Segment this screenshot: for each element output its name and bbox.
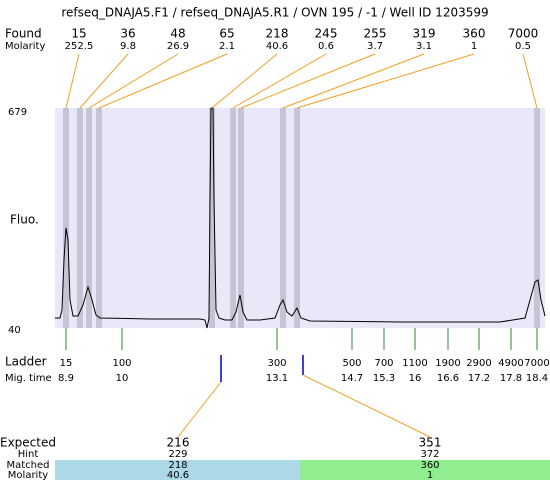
peak-size: 15 xyxy=(71,27,86,41)
trace xyxy=(55,107,546,329)
peak-molarity: 3.7 xyxy=(367,41,383,52)
ladder-time: 16 xyxy=(409,373,422,384)
peak-molarity: 2.1 xyxy=(219,41,235,52)
ladder-size: 15 xyxy=(60,358,73,369)
matched-bg-1 xyxy=(55,460,300,480)
peak-molarity: 0.6 xyxy=(318,41,334,52)
ladder-time: 17.8 xyxy=(500,373,522,384)
peak-connector xyxy=(211,53,278,109)
peak-connector xyxy=(98,53,228,109)
expected-connector xyxy=(177,381,222,438)
expected-hint: 372 xyxy=(420,449,439,460)
peak-molarity: 40.6 xyxy=(266,41,288,52)
peak-connector xyxy=(232,53,327,109)
peak-molarity: 1 xyxy=(471,41,477,52)
ladder-time: 10 xyxy=(116,373,129,384)
peak-size: 65 xyxy=(219,27,234,41)
peak-size: 255 xyxy=(364,27,387,41)
peak-size: 7000 xyxy=(508,27,539,41)
peak-molarity: 0.5 xyxy=(515,41,531,52)
peak-band xyxy=(96,108,102,328)
ladder-time: 8.9 xyxy=(58,373,74,384)
peak-molarity: 9.8 xyxy=(120,41,136,52)
ladder-label: Ladder xyxy=(5,355,47,369)
y-label: Fluo. xyxy=(10,213,39,227)
y-max: 679 xyxy=(8,107,27,118)
ladder-size: 300 xyxy=(267,358,286,369)
found-label: Found xyxy=(5,27,42,41)
expected-molarity: 1 xyxy=(427,470,433,480)
peak-connector xyxy=(88,53,179,109)
expected-molarity: 40.6 xyxy=(167,470,189,480)
expected-matched: 360 xyxy=(420,460,439,471)
matched-label: Matched xyxy=(6,460,49,471)
peak-connector xyxy=(282,53,425,109)
mig-time-label: Mig. time xyxy=(5,373,52,384)
ladder-time: 16.6 xyxy=(437,373,459,384)
expected-connector xyxy=(302,374,431,438)
expected-molarity-label: Molarity xyxy=(8,470,48,480)
peak-band xyxy=(209,108,215,328)
ladder-size: 2900 xyxy=(466,358,491,369)
peak-band xyxy=(86,108,92,328)
ladder-time: 17.2 xyxy=(468,373,490,384)
peak-band xyxy=(238,108,244,328)
peak-size: 245 xyxy=(315,27,338,41)
expected-label: Expected xyxy=(0,436,56,450)
peak-band xyxy=(280,108,286,328)
peak-band xyxy=(230,108,236,328)
ladder-time: 13.1 xyxy=(266,373,288,384)
peak-size: 319 xyxy=(413,27,436,41)
ladder-size: 700 xyxy=(374,358,393,369)
expected-hint: 229 xyxy=(168,449,187,460)
matched-bg-2 xyxy=(300,460,550,480)
expected-matched: 218 xyxy=(168,460,187,471)
ladder-size: 4900 xyxy=(498,358,523,369)
peak-band xyxy=(534,108,540,328)
ladder-size: 100 xyxy=(112,358,131,369)
title: refseq_DNAJA5.F1 / refseq_DNAJA5.R1 / OV… xyxy=(61,6,488,20)
ladder-time: 18.4 xyxy=(526,373,548,384)
y-min: 40 xyxy=(8,325,21,336)
peak-connector xyxy=(79,53,129,109)
peak-band xyxy=(63,108,69,328)
expected-size: 216 xyxy=(167,436,190,450)
peak-connector xyxy=(240,53,376,109)
peak-band xyxy=(294,108,300,328)
ladder-time: 15.3 xyxy=(373,373,395,384)
peak-connector xyxy=(296,53,475,109)
hint-label: Hint xyxy=(18,449,39,460)
ladder-size: 1100 xyxy=(402,358,427,369)
peak-size: 48 xyxy=(170,27,185,41)
peak-band xyxy=(77,108,83,328)
peak-connector xyxy=(522,53,538,109)
molarity-label: Molarity xyxy=(5,41,45,52)
peak-molarity: 26.9 xyxy=(167,41,189,52)
ladder-size: 500 xyxy=(342,358,361,369)
peak-size: 360 xyxy=(463,27,486,41)
peak-molarity: 252.5 xyxy=(65,41,94,52)
peak-size: 36 xyxy=(120,27,135,41)
expected-size: 351 xyxy=(419,436,442,450)
peak-molarity: 3.1 xyxy=(416,41,432,52)
peak-size: 218 xyxy=(266,27,289,41)
ladder-size: 7000 xyxy=(524,358,549,369)
peak-connector xyxy=(65,53,80,109)
ladder-time: 14.7 xyxy=(341,373,363,384)
ladder-size: 1900 xyxy=(435,358,460,369)
